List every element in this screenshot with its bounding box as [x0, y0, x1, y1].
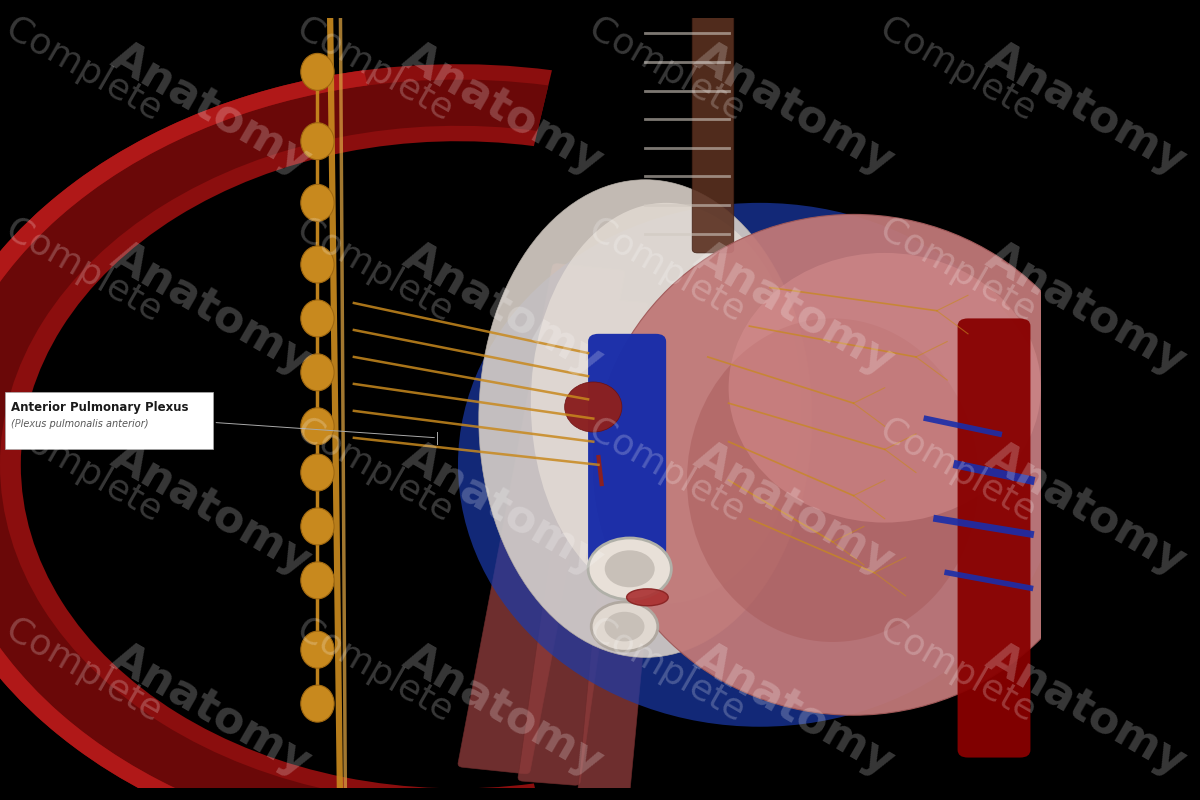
Text: (Plexus pulmonalis anterior): (Plexus pulmonalis anterior) [12, 419, 149, 430]
Ellipse shape [301, 685, 334, 722]
FancyBboxPatch shape [958, 318, 1031, 758]
FancyBboxPatch shape [692, 0, 734, 253]
Text: Anatomy: Anatomy [978, 435, 1193, 584]
Text: Anatomy: Anatomy [686, 234, 902, 384]
Text: Anatomy: Anatomy [686, 435, 902, 584]
Text: Anatomy: Anatomy [104, 234, 319, 384]
Ellipse shape [301, 454, 334, 491]
Text: Anatomy: Anatomy [978, 234, 1193, 384]
Bar [5, 392, 214, 450]
Text: Complete: Complete [0, 411, 178, 534]
Ellipse shape [479, 180, 812, 658]
Ellipse shape [301, 54, 334, 90]
Wedge shape [0, 64, 552, 800]
Text: Anatomy: Anatomy [686, 635, 902, 784]
Circle shape [605, 550, 655, 587]
Ellipse shape [301, 562, 334, 599]
Ellipse shape [301, 184, 334, 222]
Wedge shape [0, 70, 367, 800]
Text: Complete: Complete [0, 211, 178, 334]
Ellipse shape [530, 203, 802, 603]
Text: Complete: Complete [583, 612, 761, 734]
Text: Complete: Complete [583, 11, 761, 133]
Text: Anterior Pulmonary Plexus: Anterior Pulmonary Plexus [12, 401, 188, 414]
Text: Anatomy: Anatomy [686, 34, 902, 183]
Ellipse shape [686, 318, 978, 642]
Text: Complete: Complete [583, 411, 761, 534]
Text: Anatomy: Anatomy [104, 435, 319, 584]
Ellipse shape [565, 382, 622, 432]
Text: Complete: Complete [875, 211, 1052, 334]
Text: Complete: Complete [292, 211, 469, 334]
Text: Anatomy: Anatomy [396, 435, 611, 584]
FancyBboxPatch shape [577, 345, 672, 800]
Ellipse shape [593, 214, 1114, 715]
Text: Complete: Complete [0, 612, 178, 734]
Text: Anatomy: Anatomy [396, 234, 611, 384]
Text: Complete: Complete [292, 612, 469, 734]
Text: Complete: Complete [875, 11, 1052, 133]
Text: Complete: Complete [292, 411, 469, 534]
Ellipse shape [626, 589, 668, 606]
Text: Anatomy: Anatomy [978, 34, 1193, 183]
Circle shape [605, 612, 644, 642]
Text: Anatomy: Anatomy [104, 34, 319, 183]
Ellipse shape [301, 122, 334, 160]
Ellipse shape [301, 354, 334, 391]
Text: Anatomy: Anatomy [396, 635, 611, 784]
FancyBboxPatch shape [518, 298, 648, 786]
Ellipse shape [301, 508, 334, 545]
Text: Anatomy: Anatomy [978, 635, 1193, 784]
Circle shape [588, 538, 671, 600]
Circle shape [592, 602, 658, 651]
Ellipse shape [301, 408, 334, 445]
Ellipse shape [301, 631, 334, 668]
Ellipse shape [458, 203, 1062, 726]
Text: Anatomy: Anatomy [104, 635, 319, 784]
Text: Complete: Complete [875, 411, 1052, 534]
Text: Anatomy: Anatomy [396, 34, 611, 183]
Ellipse shape [301, 300, 334, 337]
Ellipse shape [728, 253, 1040, 522]
Wedge shape [0, 79, 548, 800]
Ellipse shape [301, 246, 334, 283]
Text: Complete: Complete [0, 11, 178, 133]
FancyBboxPatch shape [588, 334, 666, 580]
Text: Complete: Complete [292, 11, 469, 133]
Text: Complete: Complete [583, 211, 761, 334]
FancyBboxPatch shape [458, 264, 624, 774]
Text: Complete: Complete [875, 612, 1052, 734]
